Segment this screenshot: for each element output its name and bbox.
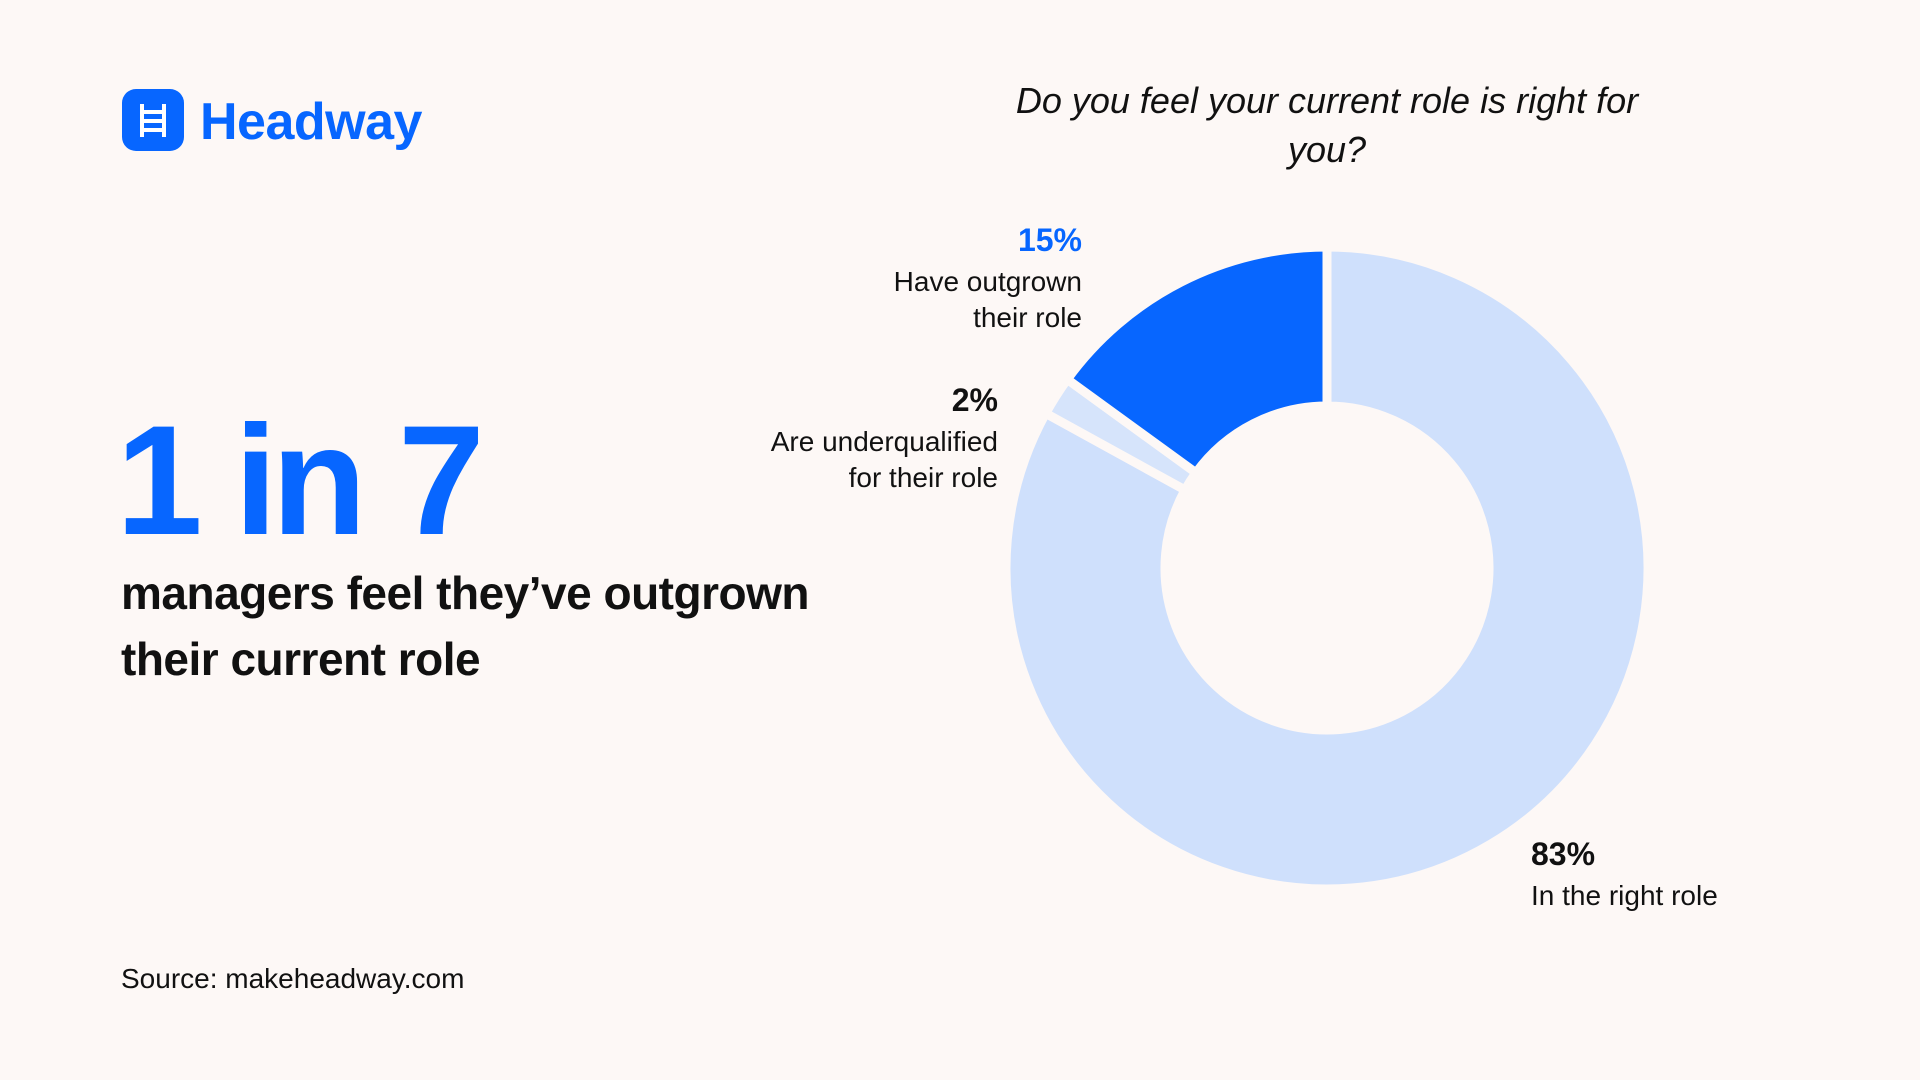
headline-stat: 1 in 7 (116, 394, 485, 568)
brand-name: Headway (200, 93, 422, 151)
slice-value-label: 15% (1017, 222, 1082, 258)
slice-category-label: In the right role (1531, 880, 1718, 911)
logo-icon (122, 89, 184, 151)
source: Source: makeheadway.com (121, 963, 465, 994)
slice-category-label: Have outgrown their role (893, 266, 1082, 333)
headline-text: managers feel they’ve outgrown their cur… (121, 567, 809, 685)
chart-title: Do you feel your current role is right f… (1015, 80, 1639, 170)
slice-category-label: Are underqualified for their role (770, 426, 998, 493)
slice-value-label: 83% (1531, 836, 1596, 872)
slice-value-label: 2% (951, 382, 998, 418)
donut-slice (1001, 242, 1653, 894)
donut-slice (1062, 242, 1332, 478)
